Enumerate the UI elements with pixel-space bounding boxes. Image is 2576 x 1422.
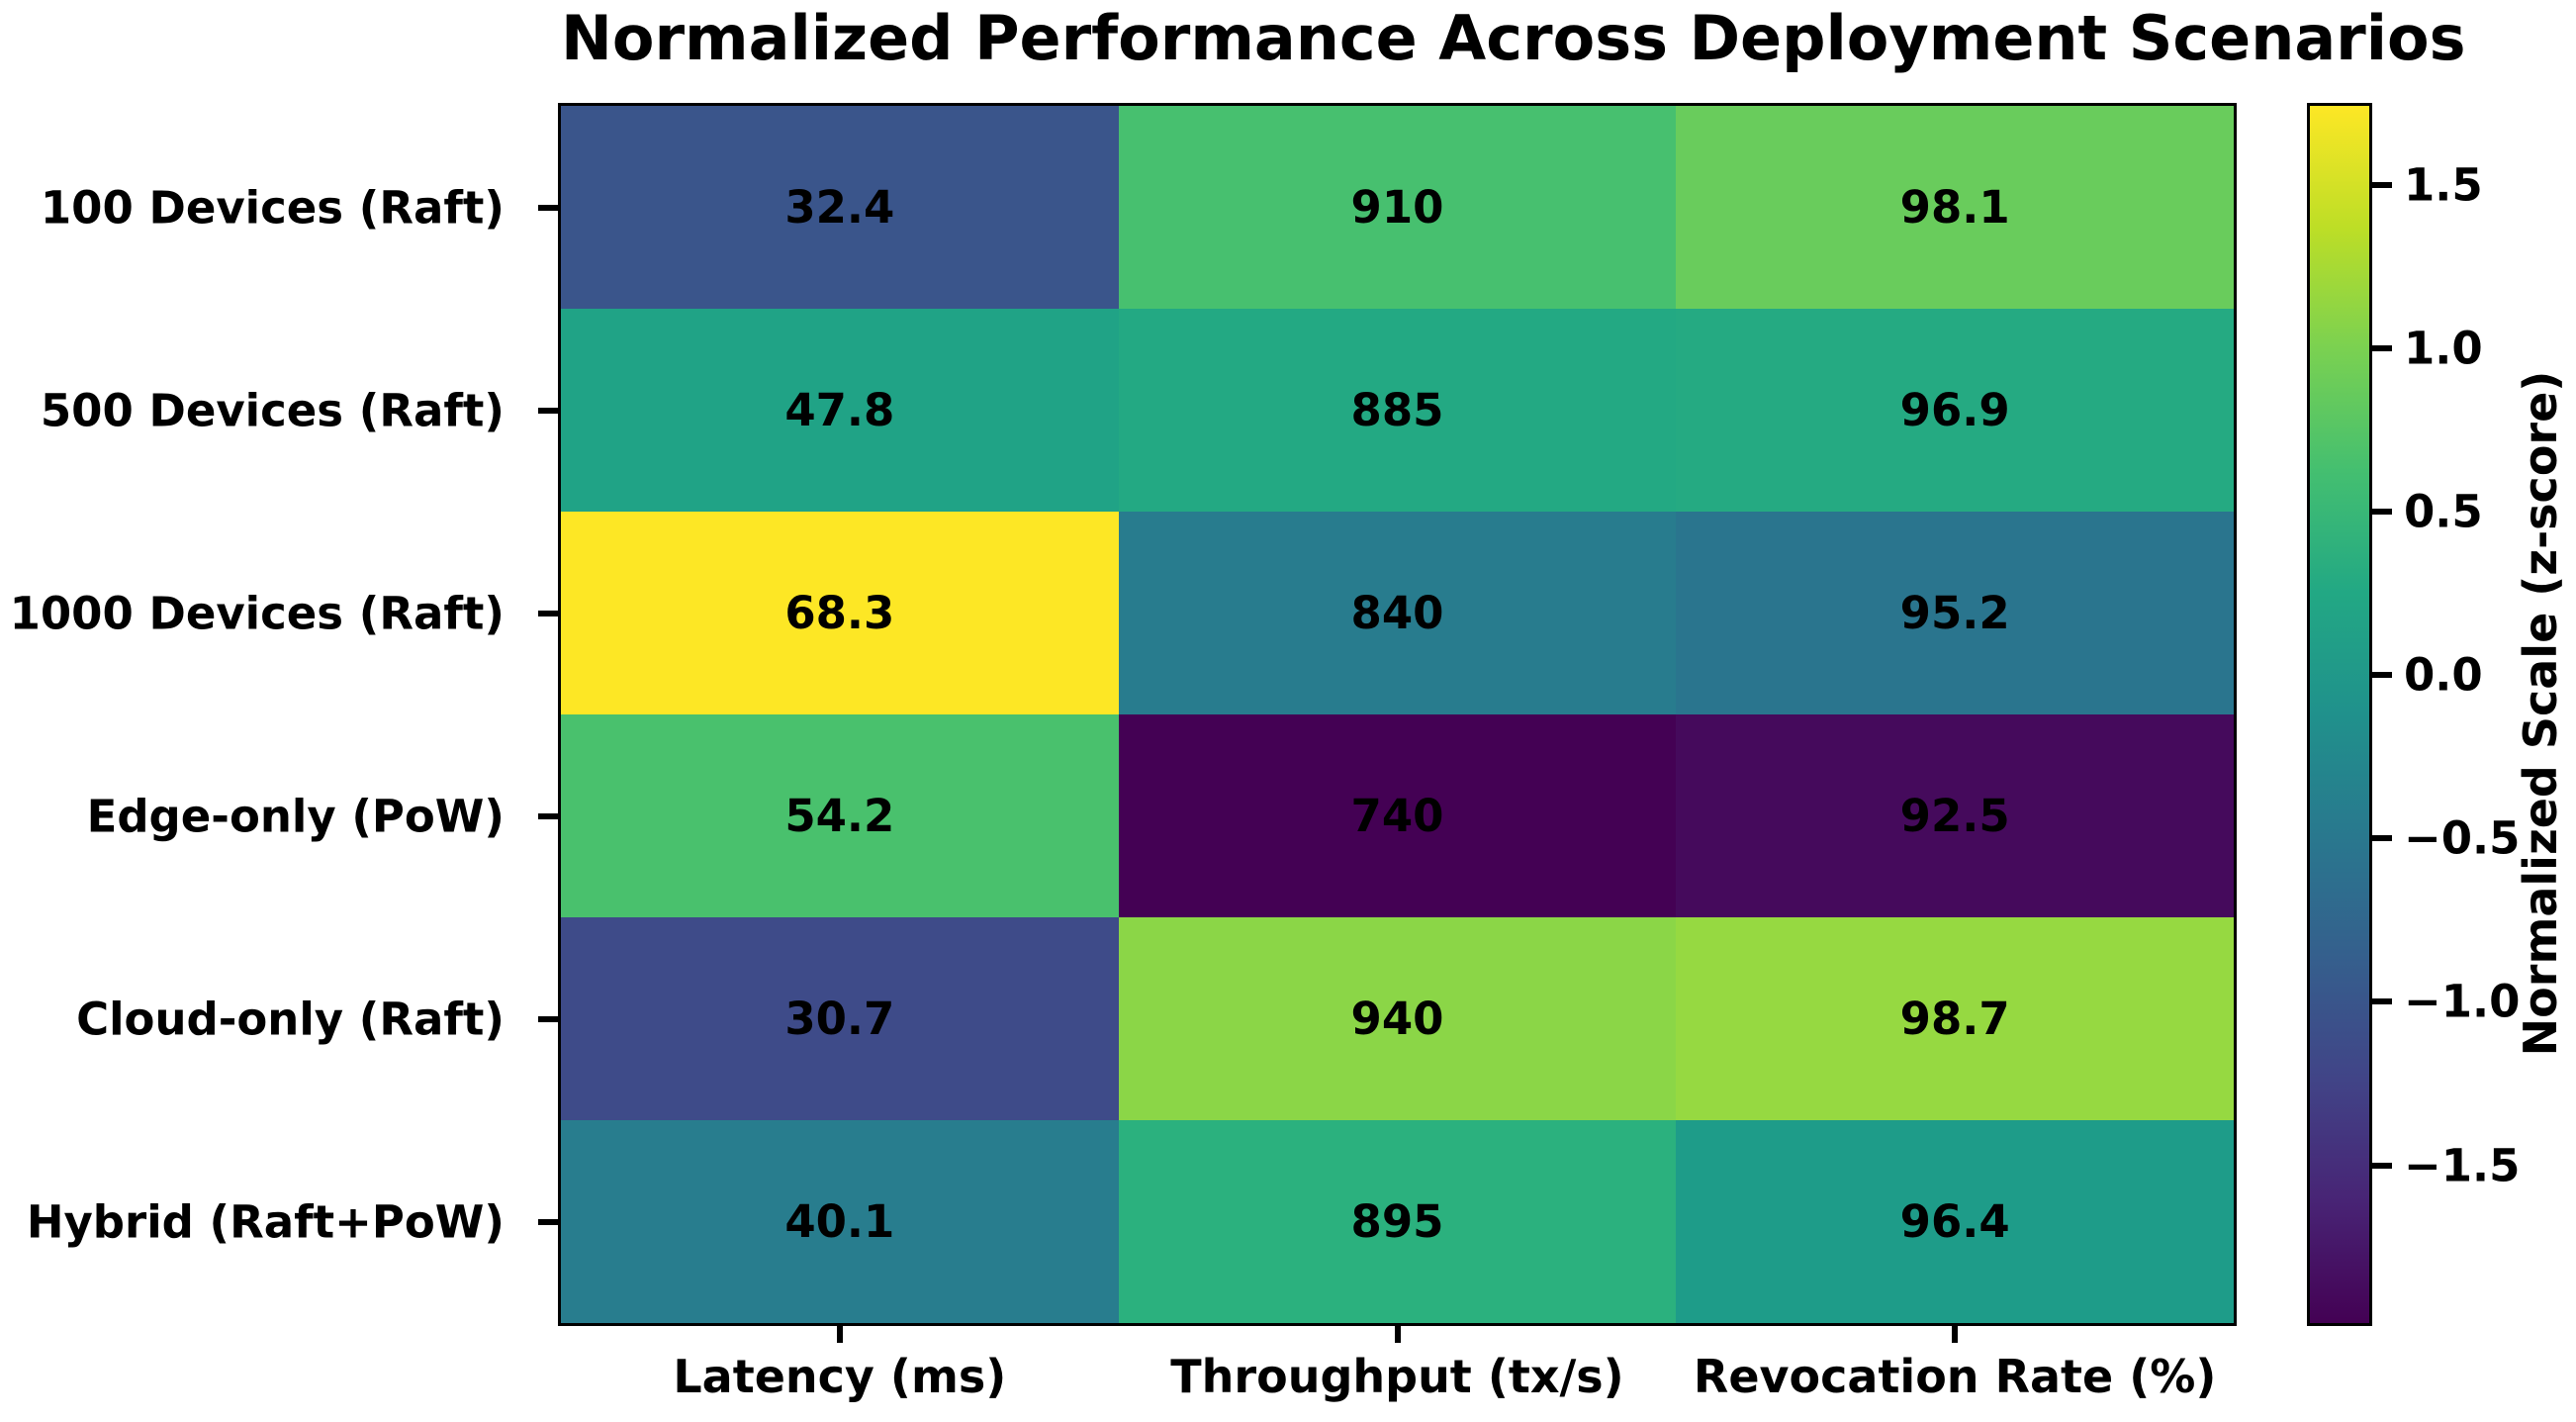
- y-tick: [538, 610, 558, 616]
- colorbar-tick-label: 1.0: [2404, 322, 2483, 375]
- cell-value: 95.2: [1899, 587, 2010, 639]
- colorbar-tick: [2372, 344, 2392, 351]
- cell-value: 940: [1350, 993, 1444, 1045]
- cell-value: 96.9: [1899, 384, 2010, 436]
- heatmap-cell: 98.7: [1676, 917, 2234, 1120]
- heatmap-cell: 96.9: [1676, 309, 2234, 512]
- cell-value: 40.1: [784, 1195, 895, 1248]
- cell-value: 30.7: [784, 993, 895, 1045]
- colorbar-tick-label: −0.5: [2404, 811, 2521, 865]
- cell-value: 740: [1350, 790, 1444, 842]
- colorbar-gradient: [2310, 106, 2369, 1323]
- colorbar-tick: [2372, 509, 2392, 516]
- row-label: 500 Devices (Raft): [40, 384, 505, 436]
- cell-value: 98.1: [1899, 181, 2010, 234]
- column-label: Throughput (tx/s): [1170, 1350, 1624, 1403]
- heatmap-cell: 47.8: [561, 309, 1119, 512]
- colorbar-tick-label: −1.0: [2404, 975, 2521, 1028]
- cell-value: 840: [1350, 587, 1444, 639]
- cell-value: 98.7: [1899, 993, 2010, 1045]
- colorbar-tick-label: −1.5: [2404, 1139, 2521, 1192]
- colorbar-tick: [2372, 181, 2392, 188]
- cell-value: 32.4: [784, 181, 895, 234]
- heatmap-cell: 840: [1118, 512, 1677, 714]
- y-tick: [538, 204, 558, 211]
- colorbar-tick: [2372, 1162, 2392, 1169]
- heatmap-cell: 32.4: [561, 106, 1119, 309]
- heatmap-cell: 30.7: [561, 917, 1119, 1120]
- y-tick: [538, 1015, 558, 1022]
- y-tick: [538, 1218, 558, 1225]
- heatmap-cell: 740: [1118, 714, 1677, 917]
- y-tick: [538, 812, 558, 819]
- colorbar-axis-label: Normalized Scale (z-score): [2514, 370, 2567, 1057]
- cell-value: 68.3: [784, 587, 895, 639]
- chart-title: Normalized Performance Across Deployment…: [561, 2, 2466, 74]
- heatmap-cell: 95.2: [1676, 512, 2234, 714]
- y-tick: [538, 407, 558, 414]
- heatmap-cell: 885: [1118, 309, 1677, 512]
- heatmap-cell: 910: [1118, 106, 1677, 309]
- colorbar-tick-label: 0.0: [2404, 648, 2483, 702]
- row-label: Cloud-only (Raft): [76, 993, 505, 1045]
- column-label: Revocation Rate (%): [1693, 1350, 2217, 1403]
- cell-value: 92.5: [1899, 790, 2010, 842]
- colorbar-tick-label: 1.5: [2404, 158, 2483, 212]
- colorbar-tick: [2372, 835, 2392, 842]
- heatmap-cell: 54.2: [561, 714, 1119, 917]
- heatmap-grid: 32.4 910 98.1 47.8 885 96.9 68.3 840 95.2 54.2 740…: [558, 103, 2237, 1326]
- cell-value: 885: [1350, 384, 1444, 436]
- cell-value: 54.2: [784, 790, 895, 842]
- heatmap-cell: 98.1: [1676, 106, 2234, 309]
- heatmap-cell: 40.1: [561, 1120, 1119, 1323]
- heatmap-cell: 92.5: [1676, 714, 2234, 917]
- column-label: Latency (ms): [673, 1350, 1007, 1403]
- colorbar: [2307, 103, 2372, 1326]
- colorbar-tick: [2372, 998, 2392, 1005]
- colorbar-tick-label: 0.5: [2404, 485, 2483, 538]
- x-tick: [1394, 1323, 1401, 1343]
- heatmap-cell: 96.4: [1676, 1120, 2234, 1323]
- cell-value: 910: [1350, 181, 1444, 234]
- cell-value: 895: [1350, 1195, 1444, 1248]
- row-label: Edge-only (PoW): [86, 790, 505, 842]
- heatmap-cell: 895: [1118, 1120, 1677, 1323]
- x-tick: [836, 1323, 843, 1343]
- colorbar-tick: [2372, 672, 2392, 679]
- cell-value: 47.8: [784, 384, 895, 436]
- row-label: 100 Devices (Raft): [40, 181, 505, 234]
- row-label: 1000 Devices (Raft): [9, 587, 505, 639]
- row-label: Hybrid (Raft+PoW): [26, 1195, 505, 1248]
- cell-value: 96.4: [1899, 1195, 2010, 1248]
- x-tick: [1952, 1323, 1959, 1343]
- heatmap-cell: 68.3: [561, 512, 1119, 714]
- heatmap-cell: 940: [1118, 917, 1677, 1120]
